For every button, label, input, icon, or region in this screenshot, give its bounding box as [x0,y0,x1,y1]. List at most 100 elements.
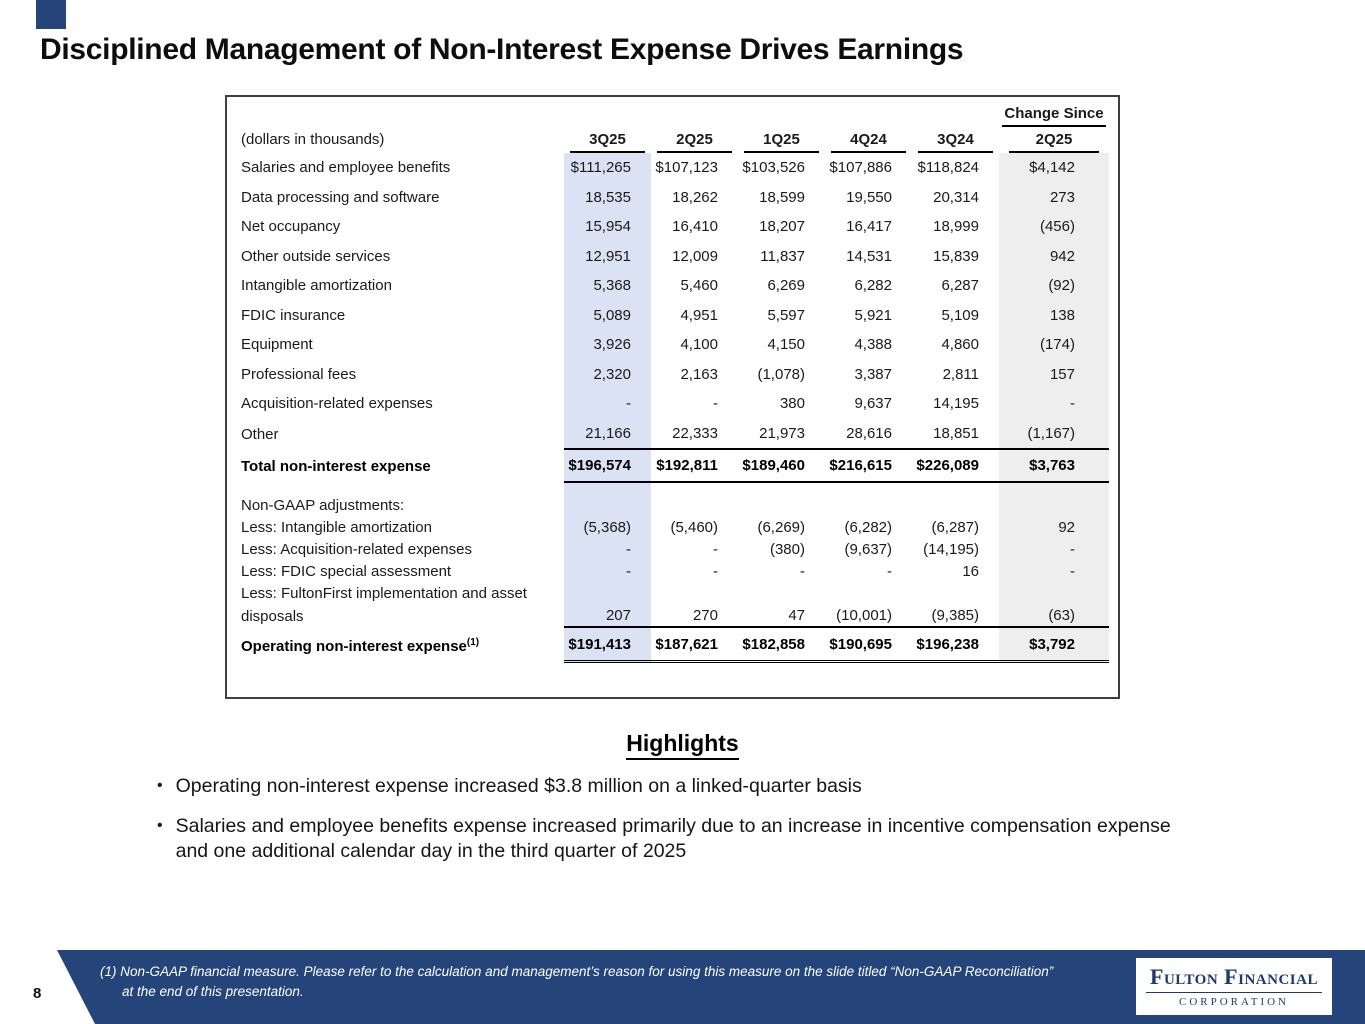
expense-table: Change Since (dollars in thousands) 3Q25… [239,105,1109,663]
row-value: (5,368) [564,516,651,538]
row-value: - [713,540,718,558]
row-value: 12,009 [672,247,718,265]
row-value: $196,574 [564,448,651,483]
row-value: 5,921 [854,306,892,324]
row-value: - [999,538,1109,560]
row-value: 92 [999,516,1109,538]
row-value: 5,089 [564,300,651,330]
table-row: FDIC insurance 5,089 4,951 5,597 5,921 5,109 1… [239,300,1109,330]
row-value [912,482,999,516]
row-value: 6,287 [941,277,979,294]
row-label: Professional fees [241,365,357,383]
row-value: $107,123 [655,159,718,176]
row-value: 380 [779,395,805,412]
bullet-item: • Salaries and employee benefits expense… [157,814,1217,865]
table-row: Other 21,166 22,333 21,973 28,616 18,851 (1,16… [239,418,1109,449]
fulton-financial-logo: Fulton Financial CORPORATION [1136,958,1332,1015]
row-value: (174) [999,330,1109,360]
row-value: 6,269 [767,277,805,294]
row-value: 4,860 [941,336,979,353]
row-label: Other [241,425,279,443]
row-value: 18,599 [759,188,805,206]
column-header-row: (dollars in thousands) 3Q25 2Q25 1Q25 4Q… [239,127,1109,153]
row-value: 5,368 [564,271,651,301]
row-value: (9,637) [844,540,892,558]
row-value [564,582,651,604]
change-since-row: Change Since [239,105,1109,127]
row-value: 3,387 [854,365,892,383]
row-value: $196,238 [912,626,999,663]
highlights-heading: Highlights [626,730,739,760]
row-value: 4,100 [680,336,718,353]
row-value: 4,150 [767,336,805,353]
row-value: 16,417 [846,218,892,235]
row-label: Net occupancy [241,218,341,235]
row-value: $189,460 [738,448,825,483]
row-label: Salaries and employee benefits [241,159,451,176]
row-value: (6,269) [757,518,805,536]
row-value [651,482,738,516]
row-value: 4,388 [854,336,892,353]
row-value: 14,195 [933,395,979,412]
row-label: Less: Acquisition-related expenses [241,540,472,558]
row-value: (6,282) [844,518,892,536]
row-value: (1,078) [757,365,805,383]
bullet-item: • Operating non-interest expense increas… [157,774,1217,800]
row-label: Less: FDIC special assessment [241,562,452,580]
row-value: $103,526 [742,159,805,176]
row-value: 18,262 [672,188,718,206]
row-value: - [713,395,718,412]
row-value: 20,314 [933,188,979,206]
change-since-cell: Change Since [999,105,1109,127]
row-value: 6,282 [854,277,892,294]
logo-divider [1146,991,1322,993]
table-row: Less: FDIC special assessment - - - - 16 - [239,560,1109,582]
row-value: 11,837 [760,247,805,265]
row-value: 28,616 [846,424,892,442]
table-row: disposals 207 270 47 (10,001) (9,385) (63) [239,604,1109,627]
table-row: Less: Acquisition-related expenses - - (380… [239,538,1109,560]
row-value: 2,811 [942,365,979,383]
bullet-text: Operating non-interest expense increased… [175,775,862,797]
row-value: $216,615 [825,448,912,483]
row-value: (5,460) [670,518,718,536]
footer-bar: (1) Non-GAAP financial measure. Please r… [57,950,1365,1024]
row-value: - [564,538,651,560]
row-value: - [564,389,651,419]
table-row: Operating non-interest expense(1) $191,41… [239,626,1109,663]
row-value: 15,839 [933,247,979,265]
table-row: Total non-interest expense $196,574 $192,8… [239,448,1109,483]
bullet-text: Salaries and employee benefits expense i… [175,814,1171,863]
row-value [738,582,825,604]
table-row: Equipment 3,926 4,100 4,150 4,388 4,860 (174) [239,330,1109,360]
row-value: (456) [999,212,1109,242]
row-value: 16,410 [672,218,718,235]
column-header-4q24: 4Q24 [825,127,912,153]
row-value [825,482,912,516]
row-value: (6,287) [931,518,979,536]
row-value: 5,109 [941,306,979,324]
row-value: (14,195) [923,540,979,558]
row-value: $3,792 [999,626,1109,663]
row-label: Equipment [241,336,313,353]
row-value: 157 [999,359,1109,389]
table-row: Non-GAAP adjustments: [239,482,1109,516]
row-value: 5,597 [767,306,805,324]
corner-accent-square [36,0,66,29]
row-value: $190,695 [825,626,912,663]
row-value: $226,089 [912,448,999,483]
column-header-3q24: 3Q24 [912,127,999,153]
row-value: 5,460 [680,277,718,294]
column-header-1q25: 1Q25 [738,127,825,153]
table-row: Less: Intangible amortization (5,368) (5,4… [239,516,1109,538]
row-value: 14,531 [846,247,892,265]
row-value: 942 [999,241,1109,271]
row-label: Less: Intangible amortization [241,518,432,536]
column-header-change-2q25: 2Q25 [999,127,1109,153]
row-value: 207 [564,604,651,627]
row-value: 18,851 [933,424,979,442]
row-value: 21,973 [759,424,805,442]
row-label: Less: FultonFirst implementation and ass… [241,584,527,602]
footnote: (1) Non-GAAP financial measure. Please r… [100,964,1054,999]
table-row: Less: FultonFirst implementation and ass… [239,582,1109,604]
